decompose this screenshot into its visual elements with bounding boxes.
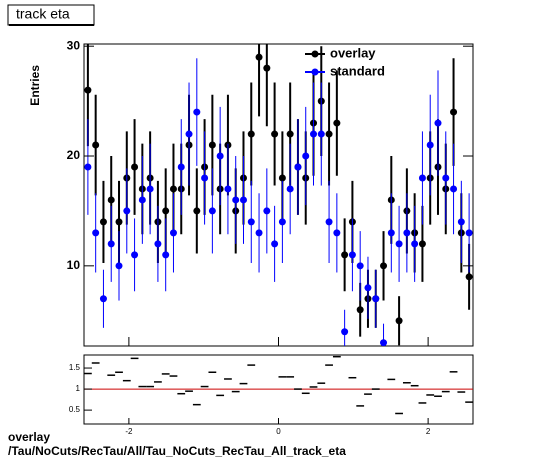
marker <box>169 229 177 237</box>
marker <box>426 141 434 149</box>
marker <box>84 86 92 94</box>
marker <box>255 53 263 61</box>
marker <box>348 251 356 259</box>
marker <box>317 130 325 138</box>
marker <box>138 196 146 204</box>
footer-line: /Tau/NoCuts/RecTau/All/Tau_NoCuts_RecTau… <box>8 444 346 458</box>
marker <box>193 108 201 116</box>
marker <box>84 163 92 171</box>
ratio-plot <box>84 355 473 415</box>
marker <box>434 119 442 127</box>
marker <box>333 119 341 127</box>
marker <box>115 262 123 270</box>
marker <box>107 196 115 204</box>
marker <box>286 130 294 138</box>
marker <box>169 185 177 193</box>
marker <box>177 163 185 171</box>
marker <box>131 251 139 259</box>
marker <box>418 240 426 248</box>
marker <box>115 218 123 226</box>
marker <box>465 273 473 281</box>
marker <box>380 339 388 346</box>
marker <box>325 218 333 226</box>
legend-marker <box>311 50 319 58</box>
marker <box>99 295 107 303</box>
marker <box>247 218 255 226</box>
marker <box>341 251 349 259</box>
y-tick-label: 20 <box>67 148 81 162</box>
marker <box>224 185 232 193</box>
y-tick-label: 10 <box>67 258 81 272</box>
marker <box>255 229 263 237</box>
marker <box>457 218 465 226</box>
marker <box>325 130 333 138</box>
marker <box>92 229 100 237</box>
x-tick-label: 0 <box>276 427 281 436</box>
y-tick-label: 1.5 <box>69 363 81 372</box>
marker <box>278 218 286 226</box>
marker <box>364 284 372 292</box>
marker <box>263 207 271 215</box>
marker <box>263 64 271 72</box>
marker <box>372 295 380 303</box>
marker <box>193 207 201 215</box>
marker <box>411 240 419 248</box>
marker <box>162 207 170 215</box>
marker <box>271 130 279 138</box>
marker <box>208 141 216 149</box>
footer-line: overlay <box>8 430 50 444</box>
marker <box>380 262 388 270</box>
marker <box>333 229 341 237</box>
marker <box>395 317 403 325</box>
legend-label: standard <box>330 63 385 78</box>
marker <box>162 251 170 259</box>
marker <box>271 240 279 248</box>
marker <box>356 306 364 314</box>
marker <box>450 108 458 116</box>
y-tick-label: 30 <box>67 38 81 52</box>
marker <box>123 207 131 215</box>
y-axis-label: Entries <box>28 65 42 106</box>
legend-marker <box>311 68 319 76</box>
chart-title: track eta <box>16 6 70 22</box>
marker <box>403 229 411 237</box>
marker <box>247 130 255 138</box>
marker <box>294 163 302 171</box>
marker <box>387 229 395 237</box>
marker <box>154 240 162 248</box>
x-tick-label: -2 <box>125 427 133 436</box>
marker <box>216 152 224 160</box>
marker <box>395 240 403 248</box>
marker <box>418 174 426 182</box>
marker <box>92 141 100 149</box>
marker <box>107 240 115 248</box>
marker <box>450 185 458 193</box>
marker <box>302 152 310 160</box>
x-tick-label: 2 <box>426 427 431 436</box>
marker <box>185 130 193 138</box>
marker <box>201 174 209 182</box>
marker <box>442 174 450 182</box>
y-tick-label: 0.5 <box>69 405 81 414</box>
marker <box>208 207 216 215</box>
marker <box>99 218 107 226</box>
marker <box>239 196 247 204</box>
marker <box>356 262 364 270</box>
marker <box>310 130 318 138</box>
marker <box>286 185 294 193</box>
marker <box>341 328 349 336</box>
marker <box>146 185 154 193</box>
marker <box>131 163 139 171</box>
legend-label: overlay <box>330 45 376 60</box>
marker <box>465 229 473 237</box>
marker <box>232 196 240 204</box>
main-plot <box>84 44 473 346</box>
y-tick-label: 1 <box>76 384 81 393</box>
marker <box>278 174 286 182</box>
